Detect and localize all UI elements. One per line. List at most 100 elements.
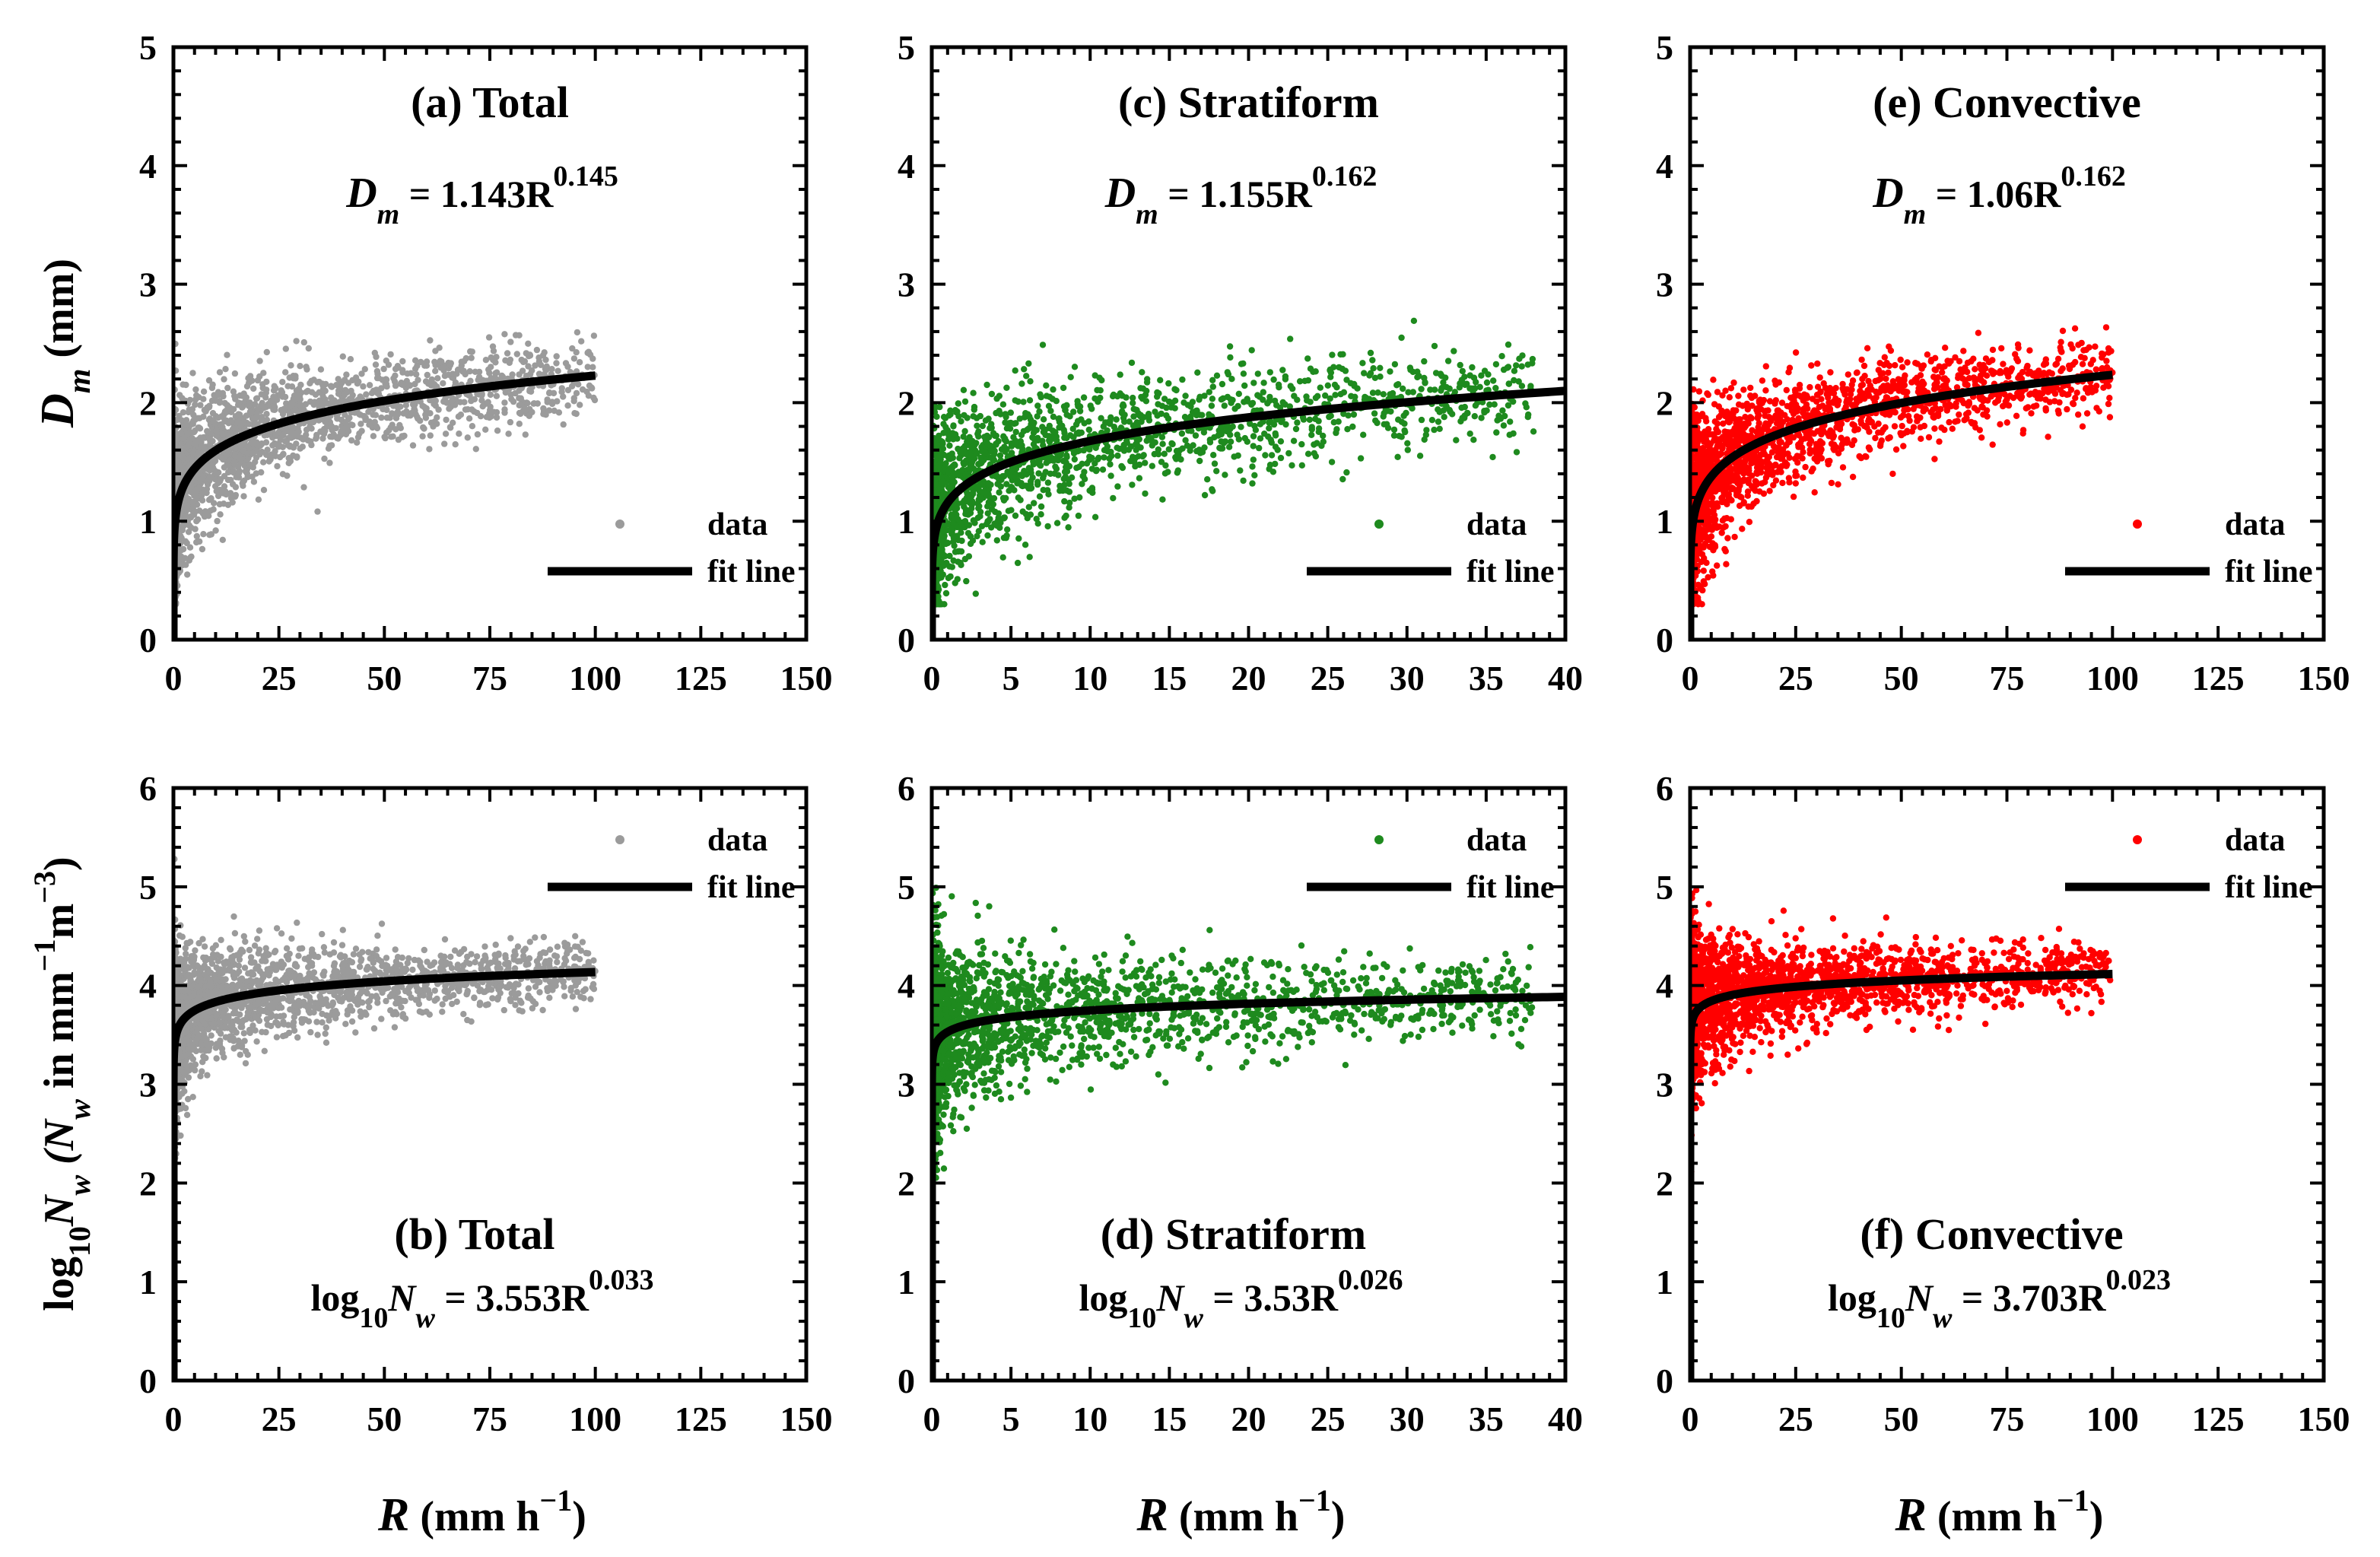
data-point (291, 396, 298, 403)
data-point (1456, 384, 1463, 391)
data-point (452, 441, 459, 448)
data-point (1252, 427, 1260, 434)
data-point (1240, 370, 1247, 377)
data-point (1275, 381, 1282, 388)
data-point (1234, 452, 1241, 459)
data-point (516, 332, 523, 338)
data-point (1119, 392, 1126, 399)
data-point (553, 353, 560, 360)
data-point (280, 450, 287, 457)
data-point (419, 433, 426, 440)
data-point (1298, 462, 1306, 469)
data-point (221, 483, 228, 490)
data-point (220, 500, 227, 507)
data-point (195, 394, 202, 401)
data-point (213, 432, 220, 439)
data-point (958, 561, 964, 568)
data-point (1489, 453, 1496, 461)
data-point (1020, 399, 1027, 405)
data-point (1471, 413, 1479, 420)
data-point (1104, 427, 1111, 434)
data-point (1513, 362, 1520, 369)
data-point (1129, 481, 1136, 488)
data-point (997, 411, 1004, 418)
data-point (1037, 503, 1045, 510)
data-point (411, 402, 418, 409)
data-point (961, 427, 968, 435)
data-point (423, 362, 431, 369)
y-tick-label: 5 (139, 28, 157, 67)
data-point (179, 417, 186, 424)
data-point (1029, 474, 1036, 481)
data-point (1279, 367, 1286, 373)
data-point (1459, 379, 1466, 386)
data-point (1457, 361, 1463, 369)
data-point (475, 368, 483, 376)
data-point (530, 400, 537, 407)
data-point (1178, 430, 1186, 437)
y-tick-label: 5 (898, 28, 915, 67)
data-point (239, 404, 246, 411)
data-point (507, 356, 514, 364)
data-point (507, 418, 514, 426)
data-point (1012, 420, 1019, 427)
data-point (486, 370, 493, 377)
data-point (1076, 447, 1083, 454)
data-point (253, 470, 259, 477)
data-point (1249, 399, 1257, 407)
data-point (1370, 365, 1377, 372)
data-point (461, 399, 468, 405)
data-point (237, 443, 244, 450)
data-point (970, 413, 977, 420)
data-point (312, 391, 319, 398)
x-tick-label: 100 (569, 659, 621, 697)
data-point (1067, 373, 1074, 380)
data-point (1282, 376, 1289, 383)
data-point (1021, 468, 1028, 475)
data-point (190, 477, 198, 484)
data-point (343, 371, 350, 378)
data-point (415, 415, 421, 422)
data-point (1091, 513, 1099, 520)
data-point (282, 369, 289, 376)
data-point (994, 517, 1002, 524)
data-point (314, 508, 321, 515)
data-point (229, 499, 236, 506)
data-point (964, 437, 971, 444)
data-point (991, 447, 998, 455)
data-point (1085, 426, 1093, 434)
data-point (1287, 383, 1295, 389)
data-point (177, 430, 184, 437)
data-point (487, 391, 494, 399)
data-point (255, 496, 262, 503)
data-point (987, 442, 994, 450)
data-point (402, 402, 409, 408)
data-point (504, 350, 511, 357)
data-point (1519, 352, 1526, 359)
data-point (1289, 462, 1295, 469)
data-point (383, 406, 390, 414)
x-tick-label: 125 (675, 659, 727, 697)
data-point (191, 428, 198, 436)
data-point (1066, 504, 1072, 511)
data-point (179, 395, 186, 402)
data-point (307, 438, 314, 445)
data-point (294, 425, 300, 432)
data-point (1523, 404, 1530, 411)
data-point (212, 397, 219, 404)
data-point (1498, 353, 1505, 360)
data-point (1071, 456, 1079, 463)
data-point (980, 488, 987, 495)
data-point (300, 338, 307, 346)
data-point (474, 431, 481, 438)
data-point (1493, 429, 1500, 436)
data-point (964, 415, 971, 421)
data-point (579, 386, 586, 393)
data-point (525, 363, 532, 370)
data-point (1000, 514, 1007, 521)
data-point (1075, 512, 1082, 520)
data-point (1194, 369, 1201, 376)
data-point (1126, 418, 1133, 425)
